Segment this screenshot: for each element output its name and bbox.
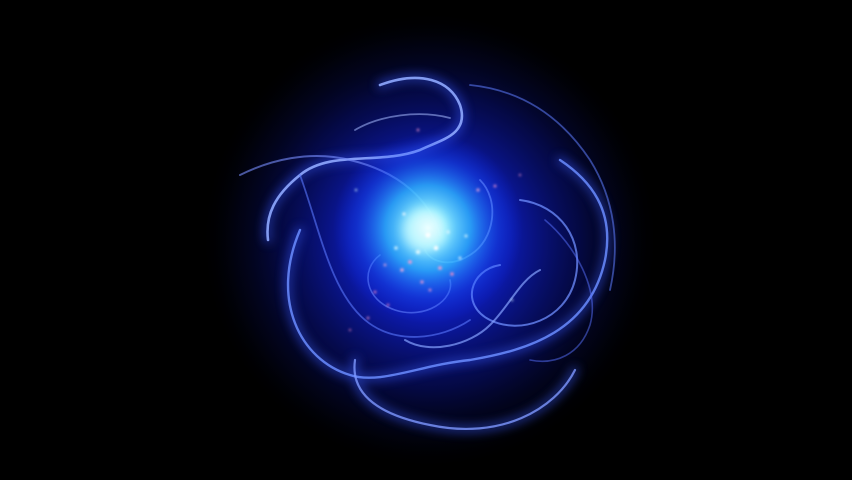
sparkle — [366, 316, 370, 320]
strand-5 — [469, 84, 616, 291]
sparkle — [519, 174, 521, 176]
sparkles — [349, 128, 521, 331]
sparkle — [438, 266, 442, 270]
sparkle — [402, 212, 406, 216]
sparkle — [386, 303, 390, 307]
sparkle — [394, 246, 398, 250]
sparkle — [425, 232, 431, 238]
sparkle — [383, 263, 387, 267]
sparkle — [408, 260, 412, 264]
sparkle — [416, 250, 420, 254]
sparkle — [446, 230, 450, 234]
strand-7 — [299, 174, 471, 338]
sparkle — [464, 234, 468, 238]
sparkle — [476, 188, 480, 192]
strand-3 — [353, 358, 577, 430]
strand-12 — [354, 113, 451, 131]
sparkle — [428, 288, 432, 292]
sparkle — [400, 268, 404, 272]
strand-1 — [286, 158, 609, 379]
sparkle — [373, 290, 377, 294]
strand-8 — [404, 269, 541, 349]
sparkle — [433, 245, 439, 251]
core-hotspot — [403, 208, 447, 252]
sparkle — [450, 272, 454, 276]
sparkle — [458, 256, 462, 260]
strand-11 — [529, 219, 594, 362]
sparkle — [416, 128, 420, 132]
sparkle — [420, 280, 424, 284]
sparkle — [493, 184, 497, 188]
sparkle — [510, 298, 514, 302]
sparkle — [354, 188, 358, 192]
sparkle — [349, 329, 351, 331]
